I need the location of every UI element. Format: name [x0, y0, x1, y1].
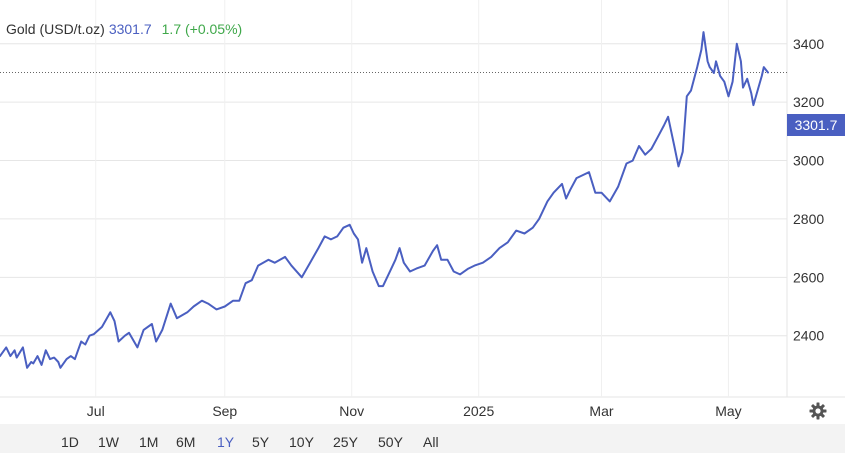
x-tick-label: Sep — [212, 403, 237, 419]
y-tick-label: 2800 — [793, 211, 824, 227]
x-tick-label: Nov — [339, 403, 364, 419]
settings-button[interactable] — [808, 401, 828, 421]
range-50y-button[interactable]: 50Y — [378, 434, 403, 450]
range-1y-button[interactable]: 1Y — [217, 434, 235, 450]
x-tick-label: May — [715, 403, 741, 419]
instrument-name: Gold (USD/t.oz) — [6, 21, 105, 37]
y-axis: 2400260028003000320034003600 — [793, 36, 824, 344]
range-6m-button[interactable]: 6M — [176, 434, 196, 450]
range-1d-button[interactable]: 1D — [61, 434, 79, 450]
range-25y-button[interactable]: 25Y — [333, 434, 358, 450]
range-all-button[interactable]: All — [423, 434, 439, 450]
y-tick-label: 2400 — [793, 328, 824, 344]
range-1m-button[interactable]: 1M — [139, 434, 159, 450]
price-change: 1.7 (+0.05%) — [161, 21, 243, 37]
gear-icon — [809, 402, 827, 420]
price-chart: 2400260028003000320034003600 JulSepNov20… — [0, 0, 845, 419]
gold-price-line — [0, 31, 769, 369]
current-price: 3301.7 — [108, 21, 152, 37]
price-series — [0, 31, 769, 369]
y-tick-label: 3200 — [793, 94, 824, 110]
chart-header: Gold (USD/t.oz) 3301.7 1.7 (+0.05%) — [6, 21, 242, 37]
x-tick-label: 2025 — [463, 403, 494, 419]
range-selector: 1D 1W 1M 6M 1Y 5Y 10Y 25Y 50Y All — [0, 424, 845, 453]
y-tick-label: 2600 — [793, 269, 824, 285]
last-price-tag: 3301.7 — [787, 114, 845, 136]
grid-lines — [0, 0, 845, 398]
range-10y-button[interactable]: 10Y — [289, 434, 314, 450]
x-axis: Jul Sep Nov 2025 Mar May — [87, 403, 742, 419]
y-tick-label: 3000 — [793, 153, 824, 169]
range-5y-button[interactable]: 5Y — [252, 434, 270, 450]
range-1w-button[interactable]: 1W — [98, 434, 119, 450]
y-tick-label: 3400 — [793, 36, 824, 52]
x-tick-label: Mar — [589, 403, 613, 419]
x-tick-label: Jul — [87, 403, 105, 419]
